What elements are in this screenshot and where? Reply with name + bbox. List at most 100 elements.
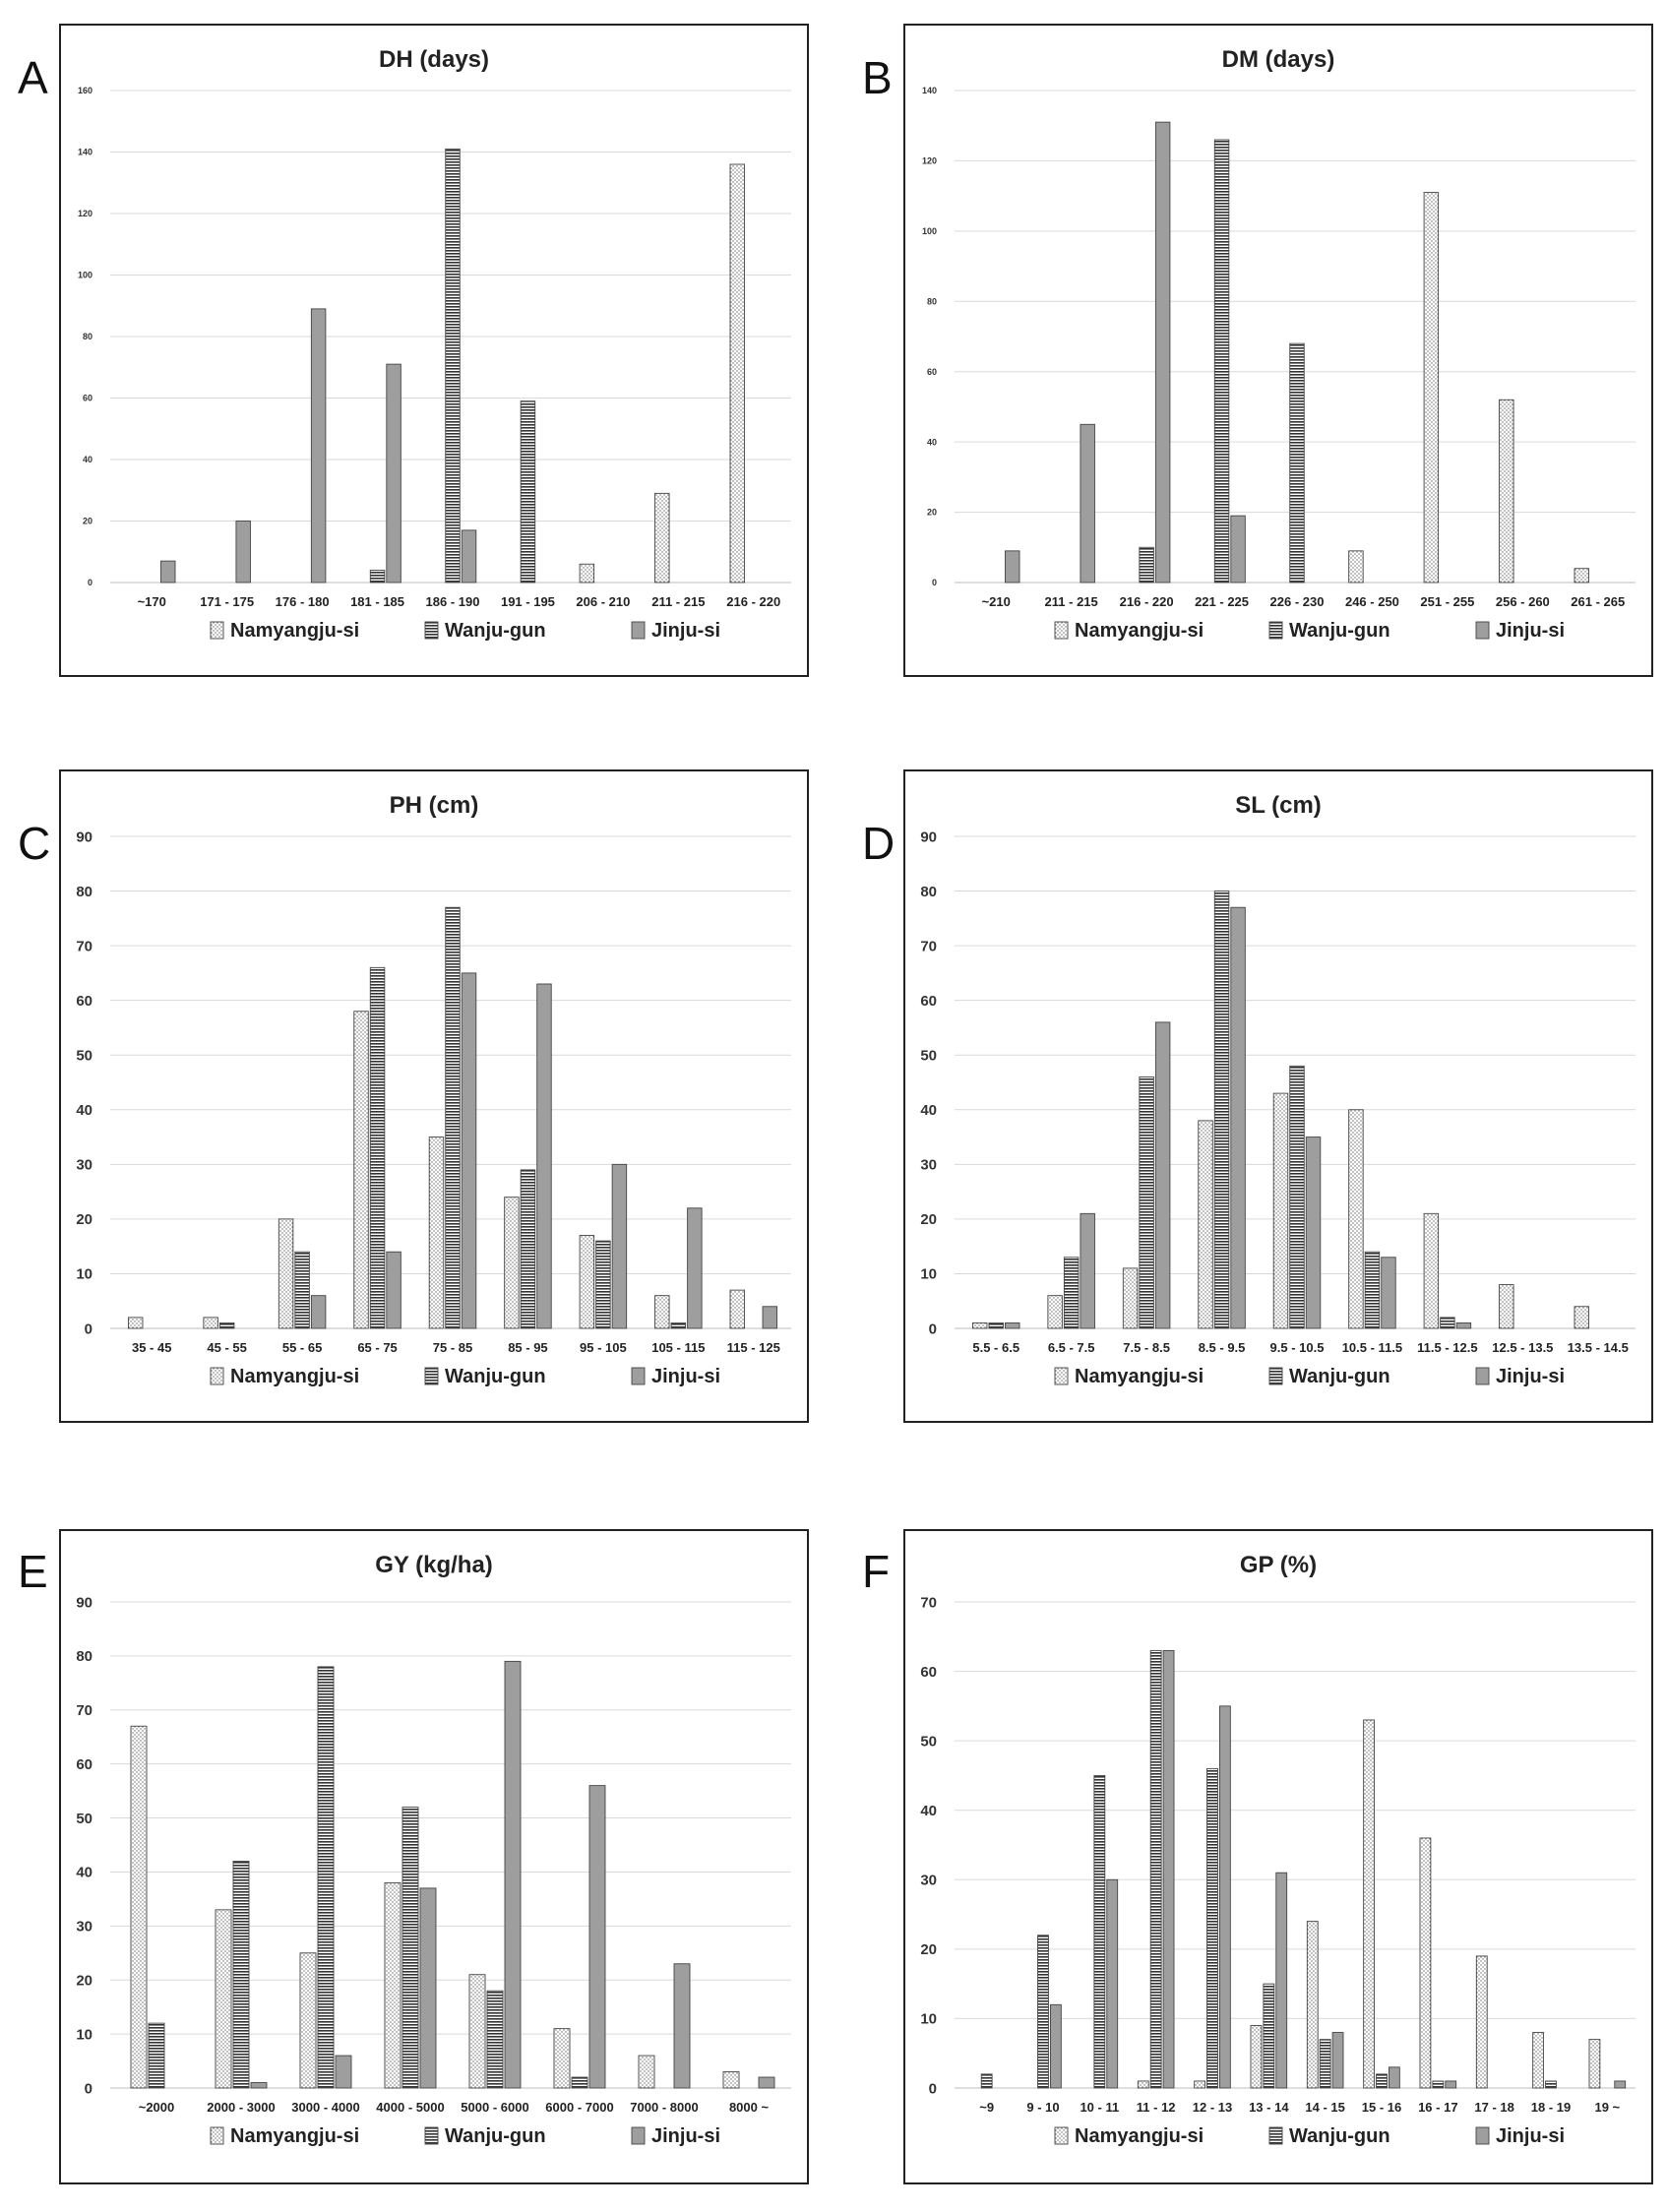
legend-swatch-b-0 [1054, 621, 1069, 640]
y-tick-label-d-0: 0 [929, 1321, 937, 1337]
chart-title-b: DM (days) [1222, 46, 1335, 73]
x-tick-label-c-1: 45 - 55 [207, 1340, 246, 1355]
bar-d-jinju-5 [1381, 1257, 1396, 1329]
legend-label-b-1: Wanju-gun [1289, 620, 1390, 642]
panel-letter-d: D [862, 818, 895, 869]
bar-f-namyangju-3 [1137, 2080, 1149, 2089]
x-tick-label-b-1: 211 - 215 [1045, 594, 1098, 609]
bar-e-namyangju-3 [384, 1881, 401, 2089]
chart-svg-d: SL (cm) 0 10 20 30 40 50 60 70 80 90 5.5 - 6.5 6.5 -… [920, 792, 1636, 1387]
legend-swatch-d-2 [1475, 1367, 1490, 1385]
y-tick-label-f-2: 20 [920, 1941, 937, 1958]
chart-svg-f: GP (%) 0 10 20 30 40 50 60 70 ~9 9 - 10 10 - 11 11 -… [920, 1552, 1636, 2147]
x-tick-label-d-4: 9.5 - 10.5 [1270, 1340, 1325, 1355]
bar-f-jinju-3 [1162, 1649, 1175, 2089]
bar-c-jinju-3 [386, 1251, 401, 1329]
y-tick-label-e-7: 70 [76, 1702, 93, 1719]
x-tick-label-d-3: 8.5 - 9.5 [1199, 1340, 1246, 1355]
bar-c-wanju-5 [520, 1169, 536, 1329]
y-tick-label-d-4: 40 [920, 1102, 937, 1119]
x-tick-label-a-8: 216 - 220 [726, 594, 780, 609]
y-tick-label-f-6: 60 [920, 1664, 937, 1681]
bar-f-wanju-2 [1093, 1774, 1106, 2089]
y-tick-label-a-2: 40 [83, 455, 93, 464]
y-tick-label-e-2: 20 [76, 1972, 93, 1989]
bar-e-wanju-5 [571, 2076, 588, 2089]
x-tick-label-c-5: 85 - 95 [508, 1340, 547, 1355]
legend-label-e-2: Jinju-si [651, 2125, 720, 2147]
bar-b-namyangju-8 [1574, 568, 1589, 584]
legend-swatch-f-2 [1475, 2126, 1490, 2145]
y-tick-label-f-0: 0 [929, 2080, 937, 2097]
legend-swatch-e-2 [631, 2126, 646, 2145]
y-tick-label-d-5: 50 [920, 1047, 937, 1064]
bar-d-namyangju-6 [1423, 1212, 1440, 1329]
y-tick-label-b-4: 80 [927, 296, 937, 306]
legend-swatch-e-0 [210, 2126, 224, 2145]
x-tick-label-a-1: 171 - 175 [200, 594, 254, 609]
legend-f: Namyangju-si Wanju-gun Jinju-si [1054, 2125, 1565, 2147]
bar-c-jinju-6 [611, 1163, 628, 1329]
y-tick-label-f-3: 30 [920, 1873, 937, 1889]
chart-title-a: DH (days) [379, 46, 489, 73]
x-tick-label-e-2: 3000 - 4000 [291, 2100, 359, 2115]
bar-d-wanju-0 [988, 1321, 1004, 1329]
legend-label-e-0: Namyangju-si [230, 2125, 359, 2147]
x-tick-label-b-5: 246 - 250 [1345, 594, 1399, 609]
bar-e-namyangju-4 [468, 1974, 486, 2089]
y-tick-label-b-0: 0 [932, 578, 937, 587]
y-tick-label-c-4: 40 [76, 1102, 93, 1119]
bar-e-wanju-3 [401, 1807, 419, 2089]
bar-b-wanju-3 [1213, 139, 1230, 584]
x-tick-label-f-8: 16 - 17 [1418, 2100, 1457, 2115]
bar-a-jinju-4 [461, 529, 477, 584]
y-tick-label-d-6: 60 [920, 993, 937, 1010]
panel-letter-b: B [862, 52, 893, 103]
bar-d-namyangju-3 [1198, 1120, 1213, 1329]
legend-label-c-2: Jinju-si [651, 1366, 720, 1387]
x-tick-label-a-5: 191 - 195 [501, 594, 555, 609]
y-tick-label-d-2: 20 [920, 1211, 937, 1228]
y-tick-label-e-8: 80 [76, 1648, 93, 1665]
y-tick-label-b-7: 140 [922, 86, 937, 95]
x-tick-label-b-2: 216 - 220 [1120, 594, 1174, 609]
bar-d-namyangju-2 [1122, 1267, 1139, 1329]
chart-panel-e: GY (kg/ha) 0 10 20 30 40 50 60 70 80 90 ~2000 2000 -… [59, 1529, 809, 2184]
y-tick-label-a-3: 60 [83, 394, 93, 403]
x-tick-label-f-0: ~9 [979, 2100, 994, 2115]
bar-f-jinju-5 [1275, 1872, 1288, 2089]
y-tick-label-e-6: 60 [76, 1756, 93, 1773]
panel-letter-a: A [18, 52, 48, 103]
bar-f-wanju-4 [1206, 1767, 1218, 2089]
y-tick-label-a-1: 20 [83, 517, 93, 526]
bar-b-jinju-0 [1005, 550, 1020, 584]
x-tick-label-b-6: 251 - 255 [1420, 594, 1474, 609]
bar-b-jinju-1 [1080, 423, 1095, 584]
x-tick-label-e-6: 7000 - 8000 [630, 2100, 698, 2115]
x-tick-label-d-7: 12.5 - 13.5 [1492, 1340, 1553, 1355]
x-tick-label-d-5: 10.5 - 11.5 [1342, 1340, 1402, 1355]
bar-a-namyangju-8 [729, 163, 745, 584]
chart-title-f: GP (%) [1240, 1552, 1317, 1578]
bar-e-jinju-2 [335, 2055, 352, 2089]
x-tick-label-c-3: 65 - 75 [357, 1340, 397, 1355]
legend-label-d-1: Wanju-gun [1289, 1366, 1390, 1387]
y-tick-label-a-7: 140 [78, 148, 93, 157]
legend-swatch-c-1 [424, 1367, 439, 1385]
bar-f-jinju-11 [1614, 2080, 1627, 2089]
bar-b-namyangju-5 [1348, 550, 1364, 584]
y-tick-label-d-3: 30 [920, 1157, 937, 1174]
x-tick-label-c-6: 95 - 105 [580, 1340, 627, 1355]
y-tick-label-f-4: 40 [920, 1803, 937, 1819]
x-tick-label-f-9: 17 - 18 [1474, 2100, 1513, 2115]
bar-e-namyangju-7 [722, 2071, 740, 2089]
bar-c-namyangju-8 [729, 1289, 745, 1329]
legend-swatch-a-0 [210, 621, 224, 640]
bar-e-namyangju-0 [130, 1725, 148, 2089]
legend-a: Namyangju-si Wanju-gun Jinju-si [210, 620, 720, 642]
bar-b-jinju-2 [1154, 121, 1171, 584]
bar-e-jinju-6 [673, 1963, 691, 2089]
y-tick-label-d-1: 10 [920, 1266, 937, 1283]
legend-swatch-e-1 [424, 2126, 439, 2145]
legend-c: Namyangju-si Wanju-gun Jinju-si [210, 1366, 720, 1387]
